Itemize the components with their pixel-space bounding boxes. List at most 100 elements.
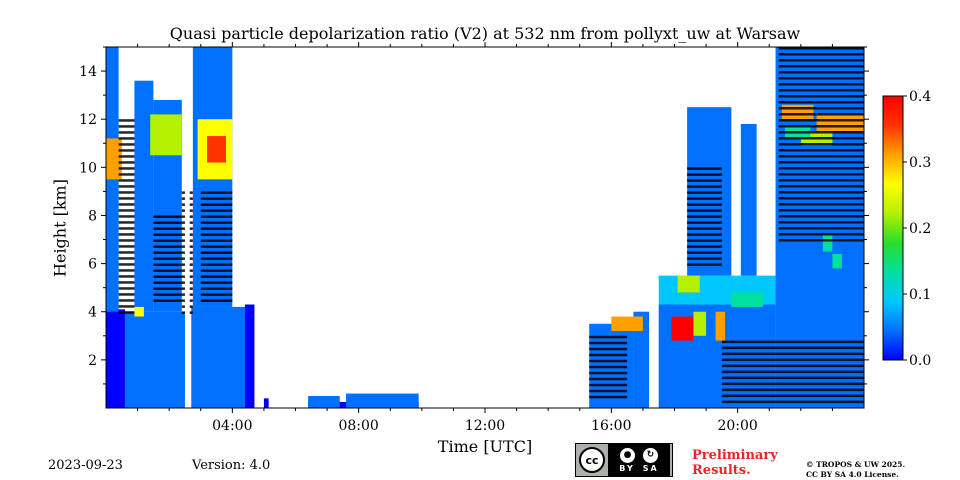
noise-band-stripe [721,340,864,344]
noise-band-stripe [118,119,135,122]
noise-band-stripe [778,161,864,164]
heatmap-cell [731,292,763,307]
y-tick-label: 8 [88,208,97,224]
colorbar-tick-label: 0.0 [909,353,931,369]
noise-band-stripe [200,281,233,284]
noise-band-stripe [589,335,628,339]
noise-band-stripe [687,251,722,254]
x-axis-label: Time [UTC] [437,437,533,456]
noise-band-stripe [778,125,864,128]
noise-band-stripe [778,113,864,116]
noise-band-stripe [153,263,182,266]
noise-band-stripe [200,209,233,212]
heatmap-cell [106,138,122,180]
noise-band-stripe [687,227,722,230]
noise-band-stripe [589,341,628,345]
noise-band-stripe [778,221,864,224]
heatmap-cell [134,306,144,317]
noise-band-stripe [153,233,182,236]
colorbar-tick-label: 0.3 [909,155,931,171]
noise-band-stripe [687,221,722,224]
share-alike-icon: ↻ [643,447,658,463]
heatmap-cell [308,395,340,408]
noise-band-stripe [118,149,135,152]
noise-band-stripe [200,203,233,206]
noise-band-stripe [153,215,182,218]
noise-band-stripe [778,233,864,236]
heatmap-cell [207,136,227,163]
noise-band-stripe [118,281,135,284]
noise-band-stripe [778,101,864,104]
noise-band-stripe [687,185,722,188]
noise-band-stripe [153,245,182,248]
noise-band-stripe [721,352,864,356]
noise-band-stripe [778,173,864,176]
noise-band-stripe [118,191,135,194]
noise-band-stripe [200,257,233,260]
noise-band-stripe [118,197,135,200]
noise-band-stripe [778,167,864,170]
cc-by-text: BY [619,463,635,473]
x-tick-label: 12:00 [465,418,505,434]
heatmap-cell [781,104,814,120]
noise-band-stripe [200,227,233,230]
noise-band-stripe [118,209,135,212]
x-tick-label: 16:00 [591,418,631,434]
heatmap-cell [822,234,833,252]
noise-band-stripe [200,221,233,224]
noise-band-stripe [721,346,864,350]
noise-band-stripe [687,203,722,206]
noise-band-stripe [200,239,233,242]
noise-band-stripe [778,77,864,80]
y-axis-ticks: 2 4 6 8 10 12 14 [79,46,869,385]
colorbar [882,95,904,361]
noise-band-stripe [721,382,864,386]
noise-band-stripe [778,83,864,86]
data-gap [649,287,658,408]
noise-band-stripe [118,227,135,230]
noise-band-stripe [778,95,864,98]
noise-band-stripe [118,299,135,302]
heatmap-cell [740,124,757,276]
heatmap-cell [611,316,643,331]
noise-band-stripe [200,263,233,266]
colorbar-tick-label: 0.4 [909,89,931,105]
noise-band-stripe [778,209,864,212]
noise-band-stripe [778,179,864,182]
heatmap-cell [633,311,650,408]
noise-band-stripe [118,239,135,242]
noise-band-stripe [589,389,628,393]
noise-band-stripe [200,251,233,254]
noise-band-stripe [778,65,864,68]
footer-version: Version: 4.0 [192,458,271,473]
data-gap [184,47,190,408]
preliminary-notice: Preliminary Results. [692,448,792,478]
noise-band-stripe [118,293,135,296]
noise-band-stripe [153,239,182,242]
noise-band-stripe [721,358,864,362]
x-tick-label: 04:00 [212,418,252,434]
noise-band-stripe [200,233,233,236]
noise-band-stripe [118,251,135,254]
noise-band-stripe [153,287,182,290]
noise-band-stripe [778,185,864,188]
noise-band-stripe [778,47,864,50]
noise-band-stripe [687,209,722,212]
noise-band-stripe [200,269,233,272]
noise-band-stripe [589,365,628,369]
noise-band-stripe [118,185,135,188]
colorbar-tick-label: 0.1 [909,287,931,303]
noise-band-stripe [153,257,182,260]
noise-band-stripe [118,125,135,128]
noise-band-stripe [153,221,182,224]
noise-band-stripe [778,215,864,218]
noise-band-stripe [778,71,864,74]
noise-band-stripe [153,293,182,296]
noise-band-stripe [778,155,864,158]
noise-band-stripe [153,299,182,302]
noise-band-stripe [778,191,864,194]
noise-band-stripe [200,293,233,296]
heatmap-cell [134,80,154,312]
noise-band-stripe [687,257,722,260]
